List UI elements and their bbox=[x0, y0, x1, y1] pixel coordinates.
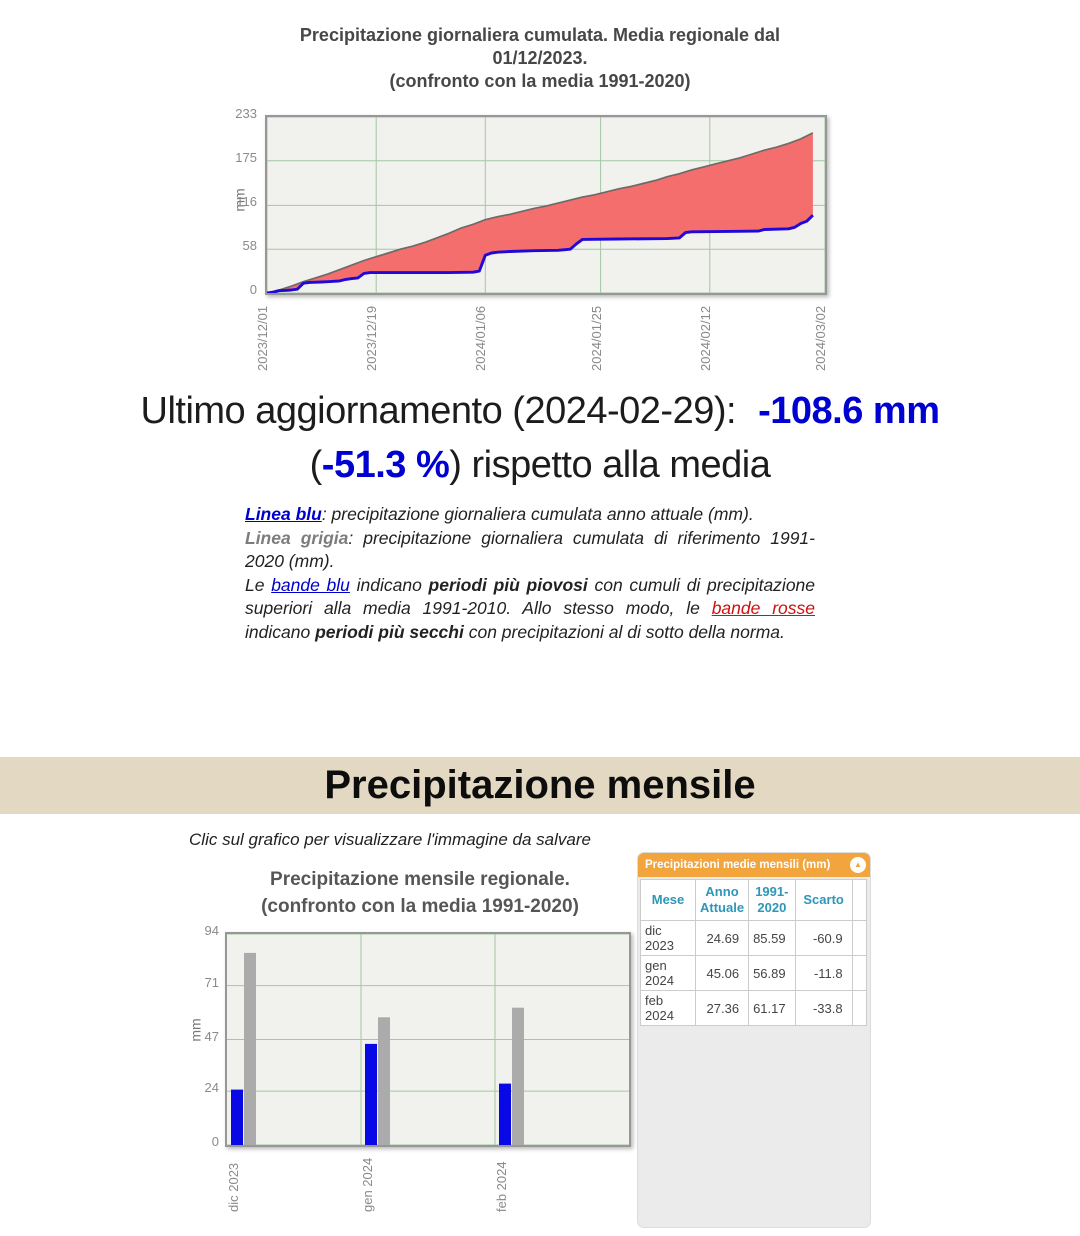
c1-xtick: 2023/12/01 bbox=[255, 305, 270, 371]
cumulative-chart-canvas bbox=[267, 117, 825, 293]
spacer-cell bbox=[851, 955, 867, 991]
value-cell: 45.06 bbox=[694, 955, 750, 991]
click-hint-note: Clic sul grafico per visualizzare l'imma… bbox=[140, 830, 640, 850]
cumulative-precipitation-chart[interactable] bbox=[265, 115, 827, 295]
title-line: Precipitazione mensile regionale. bbox=[270, 869, 570, 890]
col-header-mese: Mese bbox=[640, 879, 696, 921]
legend-run: indicano bbox=[349, 574, 429, 595]
legend-run: Le bbox=[245, 574, 272, 595]
c1-ytick: 0 bbox=[249, 282, 257, 297]
table-row: feb 2024 27.36 61.17 -33.8 bbox=[640, 990, 867, 1026]
c2-ytick: 71 bbox=[204, 974, 219, 990]
legend-seg-bold: periodi più secchi bbox=[315, 621, 464, 642]
c2-ytick: 47 bbox=[204, 1028, 219, 1044]
legend-paragraph: Linea blu: precipitazione giornaliera cu… bbox=[245, 503, 815, 527]
spacer-cell bbox=[851, 990, 867, 1026]
deficit-pct-value: -51.3 % bbox=[321, 444, 450, 486]
title-line: Precipitazione giornaliera cumulata. Med… bbox=[299, 25, 781, 45]
deficit-mm-value: -108.6 mm bbox=[758, 390, 940, 432]
monthly-table-panel: Precipitazioni medie mensili (mm) ▲ Mese… bbox=[637, 852, 871, 1228]
value-cell: 61.17 bbox=[748, 990, 796, 1026]
legend-run: : precipitazione giornaliera cumulata an… bbox=[321, 504, 754, 524]
value-cell: 56.89 bbox=[748, 955, 796, 991]
legend-run: con precipitazioni al di sotto della nor… bbox=[463, 621, 785, 642]
legend-run: : precipitazione giornaliera cumulata di… bbox=[245, 527, 815, 572]
c1-xtick: 2024/03/02 bbox=[813, 305, 828, 371]
c2-ytick: 24 bbox=[204, 1080, 219, 1096]
monthly-precipitation-chart[interactable] bbox=[225, 932, 631, 1147]
click-hint-label: Clic sul grafico per visualizzare l'imma… bbox=[189, 830, 591, 849]
table-row: gen 2024 45.06 56.89 -11.8 bbox=[640, 955, 867, 991]
section-banner-label: Precipitazione mensile bbox=[324, 763, 756, 807]
col-header-anno-attuale: Anno Attuale bbox=[694, 879, 750, 921]
c2-xtick: feb 2024 bbox=[494, 1161, 509, 1212]
c1-xtick: 2023/12/19 bbox=[364, 305, 380, 371]
c2-xtick: gen 2024 bbox=[360, 1157, 375, 1212]
c1-ytick: 58 bbox=[242, 238, 257, 254]
update-prefix: Ultimo aggiornamento (2024-02-29): bbox=[140, 390, 737, 432]
c1-xtick: 2024/01/06 bbox=[473, 305, 489, 371]
value-cell: 24.69 bbox=[694, 920, 750, 956]
value-cell: -60.9 bbox=[794, 920, 853, 956]
value-cell: -33.8 bbox=[794, 990, 853, 1026]
legend-seg-bold: periodi più piovosi bbox=[428, 574, 588, 595]
legend-seg-blue-link: bande blu bbox=[271, 574, 350, 595]
legend-seg-blue-label: Linea blu bbox=[245, 504, 322, 524]
table-header-row: Mese Anno Attuale 1991-2020 Scarto bbox=[640, 879, 867, 921]
col-header-1991-2020: 1991-2020 bbox=[748, 879, 796, 921]
last-update-heading: Ultimo aggiornamento (2024-02-29): -108.… bbox=[0, 384, 1080, 492]
monthly-table-header: Precipitazioni medie mensili (mm) ▲ bbox=[638, 853, 870, 877]
col-header-scarto: Scarto bbox=[794, 879, 853, 921]
legend-run: con cumuli di precipitazione superiori a… bbox=[245, 574, 816, 619]
c1-ytick: 175 bbox=[235, 149, 257, 165]
monthly-chart-title: Precipitazione mensile regionale. (confr… bbox=[190, 866, 650, 920]
monthly-chart-canvas bbox=[227, 934, 629, 1145]
title-line: (confronto con la media 1991-2020) bbox=[261, 896, 579, 917]
legend-seg-red-link: bande rosse bbox=[711, 598, 815, 618]
c1-ytick: 233 bbox=[235, 106, 257, 121]
c2-xtick: dic 2023 bbox=[226, 1162, 241, 1212]
cumulative-chart-title: Precipitazione giornaliera cumulata. Med… bbox=[0, 24, 1080, 93]
monthly-table-title: Precipitazioni medie mensili (mm) bbox=[645, 859, 831, 871]
c1-xtick: 2024/02/12 bbox=[697, 305, 713, 371]
legend-seg-gray-label: Linea grigia bbox=[245, 527, 349, 548]
table-row: dic 2023 24.69 85.59 -60.9 bbox=[640, 920, 867, 956]
legend-run: indicano bbox=[245, 621, 316, 642]
legend-paragraph: Le bande blu indicano periodi più piovos… bbox=[245, 574, 815, 645]
title-line: (confronto con la media 1991-2020) bbox=[389, 71, 691, 91]
caret-up-icon: ▲ bbox=[854, 860, 862, 869]
value-cell: 27.36 bbox=[694, 990, 750, 1026]
c1-ytick: 116 bbox=[236, 194, 257, 210]
spacer-cell bbox=[851, 920, 867, 956]
title-line: 01/12/2023. bbox=[492, 48, 588, 68]
c2-ytick: 0 bbox=[211, 1134, 219, 1149]
monthly-values-table: Mese Anno Attuale 1991-2020 Scarto dic 2023… bbox=[640, 879, 867, 1026]
month-cell: feb 2024 bbox=[640, 990, 696, 1026]
col-header-spacer bbox=[851, 879, 867, 921]
legend-paragraph: Linea grigia: precipitazione giornaliera… bbox=[245, 527, 815, 574]
update-tail: ) rispetto alla media bbox=[449, 444, 771, 486]
legend-text: Linea blu: precipitazione giornaliera cu… bbox=[245, 503, 815, 644]
c1-xtick: 2024/01/25 bbox=[588, 305, 604, 371]
value-cell: -11.8 bbox=[794, 955, 853, 991]
paren-open: ( bbox=[309, 444, 323, 486]
month-cell: gen 2024 bbox=[640, 955, 696, 991]
collapse-button[interactable]: ▲ bbox=[850, 857, 866, 873]
section-banner: Precipitazione mensile bbox=[0, 757, 1080, 814]
month-cell: dic 2023 bbox=[640, 920, 696, 956]
value-cell: 85.59 bbox=[748, 920, 796, 956]
c2-ytick: 94 bbox=[204, 923, 219, 938]
